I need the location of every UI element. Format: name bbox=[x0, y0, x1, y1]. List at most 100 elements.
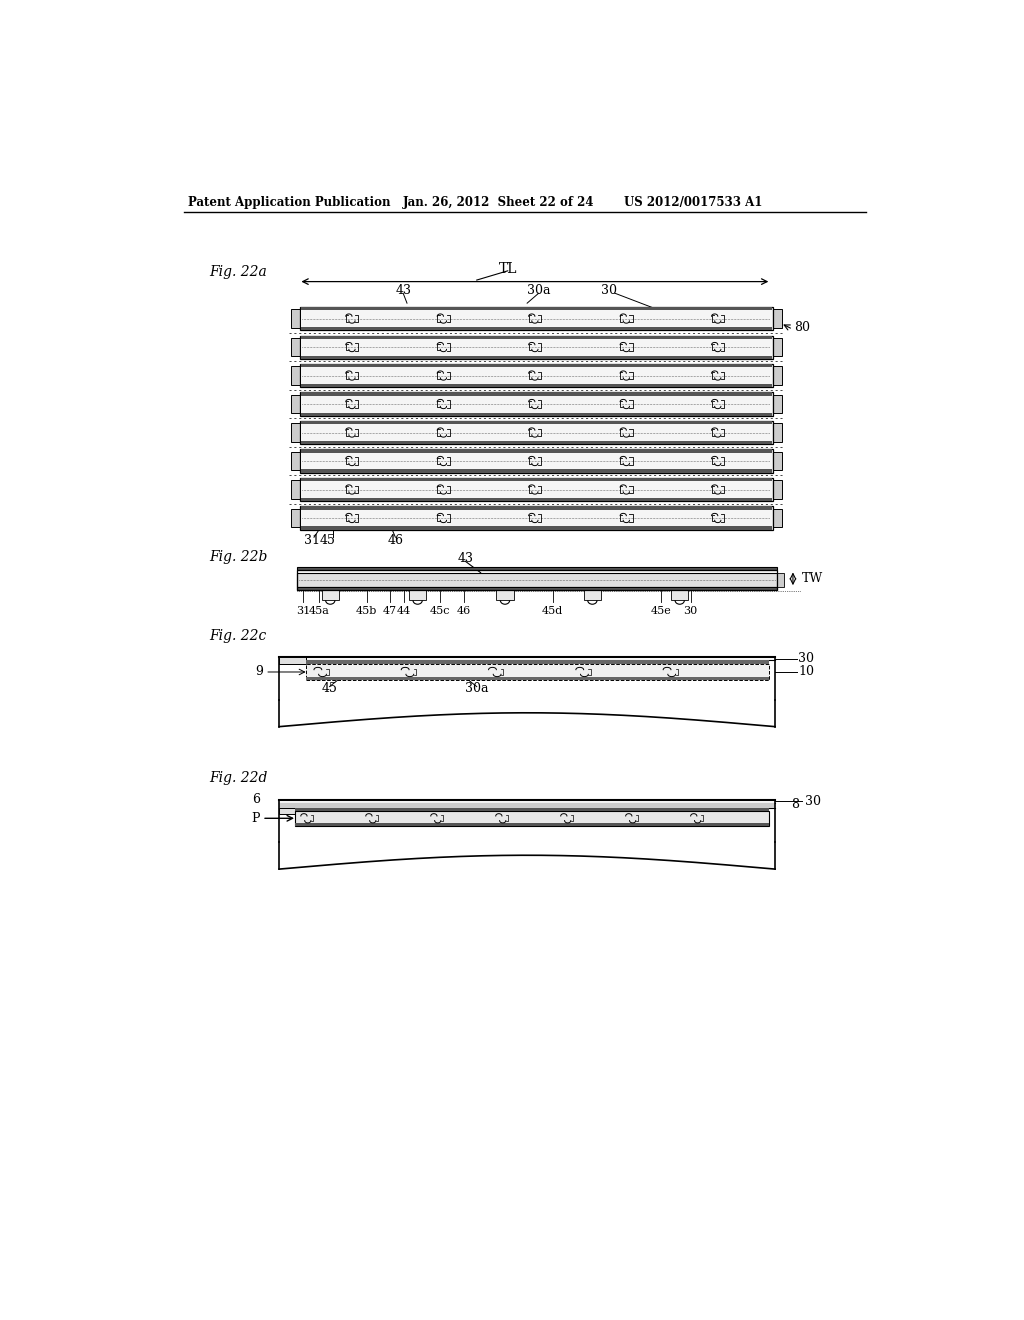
Bar bbox=[773, 367, 782, 385]
Text: 46: 46 bbox=[387, 533, 403, 546]
Bar bbox=[497, 590, 513, 601]
Bar bbox=[773, 480, 782, 499]
Text: 30: 30 bbox=[805, 795, 820, 808]
Text: 45c: 45c bbox=[430, 606, 451, 616]
Bar bbox=[291, 451, 300, 470]
Text: TW: TW bbox=[802, 573, 823, 585]
Bar bbox=[301, 453, 772, 470]
Text: 30: 30 bbox=[684, 606, 697, 616]
Bar bbox=[777, 573, 783, 586]
Text: 45b: 45b bbox=[356, 606, 378, 616]
Text: 30: 30 bbox=[799, 652, 814, 665]
Text: 45d: 45d bbox=[542, 606, 563, 616]
Bar bbox=[291, 395, 300, 413]
Bar bbox=[301, 335, 772, 339]
Bar bbox=[584, 590, 601, 601]
Bar bbox=[773, 424, 782, 442]
Bar bbox=[301, 364, 772, 367]
Bar bbox=[300, 392, 773, 416]
Bar bbox=[295, 810, 769, 826]
Bar bbox=[773, 309, 782, 327]
Bar bbox=[291, 367, 300, 385]
Bar bbox=[773, 451, 782, 470]
Text: Fig. 22a: Fig. 22a bbox=[209, 265, 267, 280]
Bar bbox=[301, 480, 772, 498]
Bar bbox=[291, 309, 300, 327]
Bar bbox=[301, 339, 772, 355]
Text: 45e: 45e bbox=[651, 606, 672, 616]
Bar bbox=[295, 808, 769, 810]
Bar bbox=[291, 508, 300, 527]
Bar bbox=[301, 310, 772, 327]
Text: Patent Application Publication: Patent Application Publication bbox=[188, 195, 391, 209]
Bar bbox=[301, 424, 772, 441]
Bar bbox=[300, 421, 773, 444]
Text: 46: 46 bbox=[457, 606, 471, 616]
Bar bbox=[301, 392, 772, 396]
Text: 31: 31 bbox=[296, 606, 310, 616]
Bar bbox=[306, 664, 769, 681]
Bar bbox=[410, 590, 426, 601]
Text: Jan. 26, 2012  Sheet 22 of 24: Jan. 26, 2012 Sheet 22 of 24 bbox=[403, 195, 595, 209]
Bar bbox=[300, 364, 773, 387]
Text: TL: TL bbox=[499, 261, 517, 276]
Bar bbox=[300, 478, 773, 502]
Bar bbox=[301, 367, 772, 384]
Bar bbox=[300, 507, 773, 529]
Text: US 2012/0017533 A1: US 2012/0017533 A1 bbox=[624, 195, 763, 209]
Bar bbox=[301, 308, 772, 310]
Text: 30a: 30a bbox=[465, 681, 488, 694]
Bar bbox=[297, 566, 777, 570]
Bar bbox=[297, 570, 777, 590]
Bar bbox=[301, 327, 772, 330]
Text: 43: 43 bbox=[395, 284, 411, 297]
Bar bbox=[280, 808, 295, 813]
Text: 44: 44 bbox=[396, 606, 411, 616]
Bar bbox=[301, 478, 772, 480]
Text: 6: 6 bbox=[252, 793, 260, 807]
Bar bbox=[301, 527, 772, 529]
Bar bbox=[301, 498, 772, 502]
Bar bbox=[300, 450, 773, 473]
Bar bbox=[773, 338, 782, 356]
Text: Fig. 22d: Fig. 22d bbox=[209, 771, 267, 785]
Bar bbox=[671, 590, 688, 601]
Bar bbox=[322, 590, 339, 601]
Bar bbox=[306, 660, 769, 664]
Text: 80: 80 bbox=[795, 321, 811, 334]
Text: 45a: 45a bbox=[308, 606, 329, 616]
Text: Fig. 22c: Fig. 22c bbox=[209, 628, 266, 643]
Text: 30: 30 bbox=[600, 284, 616, 297]
Bar bbox=[773, 508, 782, 527]
Text: 43: 43 bbox=[457, 552, 473, 565]
Bar bbox=[306, 677, 769, 681]
Bar bbox=[291, 480, 300, 499]
Bar bbox=[773, 395, 782, 413]
Bar bbox=[280, 803, 775, 808]
Bar bbox=[301, 384, 772, 387]
Bar bbox=[301, 510, 772, 527]
Bar bbox=[297, 586, 777, 590]
Text: P: P bbox=[251, 812, 260, 825]
Bar bbox=[301, 413, 772, 416]
Text: 8: 8 bbox=[791, 797, 799, 810]
Bar bbox=[300, 308, 773, 330]
Bar bbox=[300, 335, 773, 359]
Text: 45: 45 bbox=[322, 681, 338, 694]
Text: 30a: 30a bbox=[527, 284, 551, 297]
Bar bbox=[301, 421, 772, 424]
Text: 9: 9 bbox=[256, 665, 263, 678]
Bar bbox=[301, 441, 772, 444]
Bar bbox=[291, 424, 300, 442]
Bar bbox=[295, 822, 769, 826]
Bar bbox=[301, 355, 772, 359]
Text: Fig. 22b: Fig. 22b bbox=[209, 550, 267, 564]
Bar bbox=[301, 507, 772, 510]
Text: 45: 45 bbox=[321, 533, 336, 546]
Text: 10: 10 bbox=[799, 665, 814, 678]
Text: 47: 47 bbox=[383, 606, 397, 616]
Bar bbox=[301, 396, 772, 412]
Bar bbox=[280, 657, 306, 664]
Bar bbox=[301, 450, 772, 453]
Bar bbox=[301, 470, 772, 473]
